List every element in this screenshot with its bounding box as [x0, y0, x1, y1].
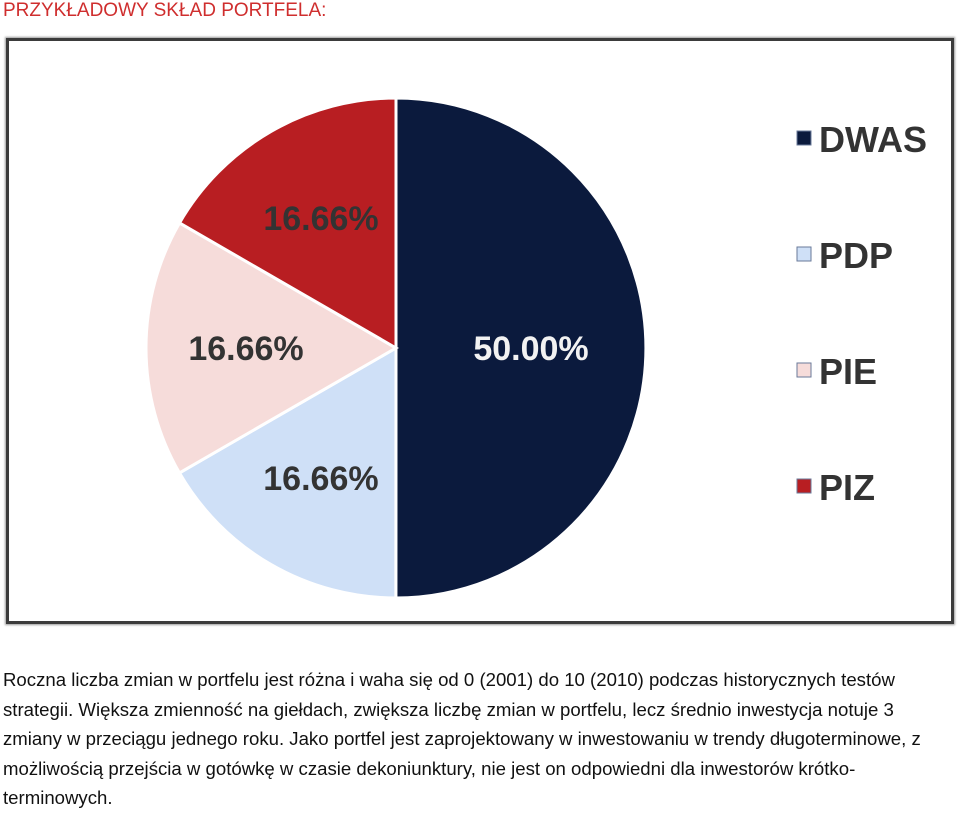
- legend-swatch-pdp: [796, 246, 812, 262]
- pie-chart: 50.00% 16.66% 16.66% 16.66% DWAS PDP PIE PIZ: [144, 96, 927, 600]
- legend-swatch-dwas: [796, 130, 812, 146]
- legend-label-piz: PIZ: [819, 467, 875, 508]
- pie-slice-labels: 50.00% 16.66% 16.66% 16.66%: [188, 200, 588, 498]
- legend-label-pdp: PDP: [819, 235, 893, 276]
- slice-label-pie: 16.66%: [188, 330, 303, 368]
- chart-legend: DWAS PDP PIE PIZ: [796, 119, 927, 508]
- pie-slice-piz: [177, 96, 398, 351]
- slice-label-dwas: 50.00%: [473, 330, 588, 368]
- slice-label-piz: 16.66%: [263, 200, 378, 238]
- legend-label-dwas: DWAS: [819, 119, 927, 160]
- pie-slice-pie: [144, 220, 400, 475]
- pie-slice-dwas: [394, 96, 648, 600]
- pie-chart-panel: 50.00% 16.66% 16.66% 16.66% DWAS PDP PIE PIZ: [6, 38, 954, 624]
- pie-slice-pdp: [177, 345, 398, 600]
- legend-swatch-piz: [796, 478, 812, 494]
- pie-slices: [144, 96, 648, 600]
- legend-swatch-pie: [796, 362, 812, 378]
- legend-label-pie: PIE: [819, 351, 877, 392]
- page-heading: PRZYKŁADOWY SKŁAD PORTFELA:: [3, 0, 327, 21]
- slice-label-pdp: 16.66%: [263, 460, 378, 498]
- portfolio-description: Roczna liczba zmian w portfelu jest różn…: [3, 669, 921, 808]
